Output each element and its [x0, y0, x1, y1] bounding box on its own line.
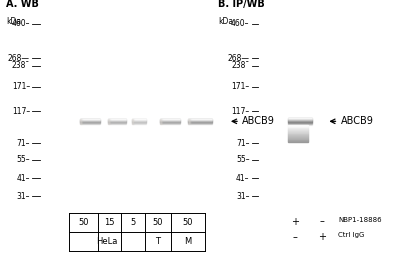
- Bar: [81, 119, 82, 124]
- Text: 268—: 268—: [8, 54, 30, 63]
- Bar: [288, 138, 308, 139]
- Text: 50: 50: [183, 218, 193, 227]
- Text: 41–: 41–: [16, 174, 30, 183]
- Bar: [190, 119, 191, 124]
- Text: –: –: [319, 216, 324, 226]
- Text: 71–: 71–: [16, 139, 30, 148]
- Text: 31–: 31–: [16, 192, 30, 201]
- Bar: [288, 131, 308, 132]
- Text: 238¯: 238¯: [231, 61, 250, 70]
- Text: NBP1-18886: NBP1-18886: [338, 216, 382, 222]
- Text: 171–: 171–: [12, 83, 30, 92]
- Bar: [288, 126, 308, 127]
- Text: 460–: 460–: [231, 19, 250, 28]
- Bar: [288, 137, 308, 138]
- Text: +: +: [318, 232, 326, 242]
- Bar: [288, 136, 308, 137]
- Text: 71–: 71–: [236, 139, 250, 148]
- Text: 55–: 55–: [16, 155, 30, 164]
- Text: ABCB9: ABCB9: [341, 116, 374, 126]
- Bar: [109, 119, 110, 124]
- Text: B. IP/WB: B. IP/WB: [218, 0, 265, 9]
- Bar: [80, 119, 81, 124]
- Bar: [288, 129, 308, 130]
- Bar: [188, 119, 189, 124]
- Bar: [288, 135, 308, 136]
- Bar: [189, 119, 190, 124]
- Bar: [288, 128, 308, 129]
- Bar: [288, 140, 308, 141]
- Bar: [288, 125, 308, 126]
- Bar: [288, 134, 308, 135]
- Bar: [288, 139, 308, 140]
- Bar: [288, 132, 308, 133]
- Text: 50: 50: [78, 218, 89, 227]
- Text: 460–: 460–: [12, 19, 30, 28]
- Bar: [288, 141, 308, 142]
- Bar: [288, 133, 308, 134]
- Text: 117–: 117–: [12, 107, 30, 116]
- Text: kDa: kDa: [218, 17, 234, 26]
- Text: 117–: 117–: [231, 107, 250, 116]
- Text: 31–: 31–: [236, 192, 250, 201]
- Text: 15: 15: [104, 218, 115, 227]
- Bar: [160, 119, 161, 124]
- Text: –: –: [293, 232, 298, 242]
- Text: 50: 50: [153, 218, 163, 227]
- Text: 55–: 55–: [236, 155, 250, 164]
- Text: HeLa: HeLa: [96, 237, 118, 246]
- Text: M: M: [184, 237, 192, 246]
- Text: 268—: 268—: [228, 54, 250, 63]
- Text: 171–: 171–: [231, 83, 250, 92]
- Text: 41–: 41–: [236, 174, 250, 183]
- Text: 5: 5: [130, 218, 136, 227]
- Bar: [288, 127, 308, 128]
- Text: kDa: kDa: [6, 17, 21, 26]
- Text: T: T: [156, 237, 160, 246]
- Text: +: +: [291, 216, 299, 226]
- Text: ABCB9: ABCB9: [242, 116, 275, 126]
- Bar: [288, 130, 308, 131]
- Text: A. WB: A. WB: [6, 0, 39, 9]
- Text: Ctrl IgG: Ctrl IgG: [338, 232, 365, 238]
- Bar: [161, 119, 162, 124]
- Text: 238¯: 238¯: [12, 61, 30, 70]
- Bar: [108, 119, 109, 124]
